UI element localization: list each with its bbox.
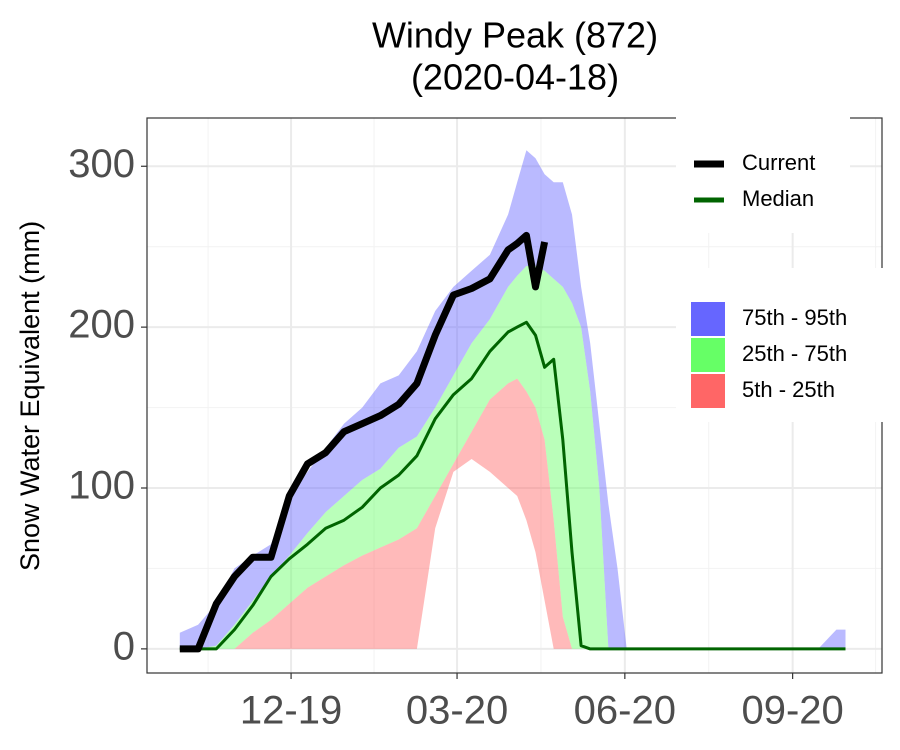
y-tick-label: 100 [68, 464, 135, 508]
series-line [179, 320, 846, 651]
legend-label: 5th - 25th [742, 377, 835, 402]
legend: Current Median 75th - 95th 25th - 75th 5th -… [676, 117, 888, 422]
percentile-band [179, 378, 846, 649]
plot-area [179, 150, 846, 653]
x-tick-label: 03-20 [406, 689, 508, 733]
legend-label: 75th - 95th [742, 305, 847, 330]
percentile-band [179, 266, 846, 649]
y-axis-label: Snow Water Equivalent (mm) [15, 221, 45, 571]
legend-key [691, 338, 725, 372]
legend-label: Current [742, 150, 815, 175]
legend-label: 25th - 75th [742, 341, 847, 366]
series-line [179, 231, 549, 653]
chart-title: Windy Peak (872) [372, 15, 658, 56]
legend-box [676, 117, 850, 233]
x-tick-label: 06-20 [574, 689, 676, 733]
x-tick-label: 12-19 [240, 689, 342, 733]
y-tick-label: 300 [68, 142, 135, 186]
legend-label: Median [742, 186, 814, 211]
axes: 0 100 200 300 12-19 03-20 06-20 09-20 [68, 142, 844, 733]
y-tick-label: 0 [113, 624, 135, 668]
y-tick-label: 200 [68, 303, 135, 347]
chart-subtitle: (2020-04-18) [411, 57, 619, 98]
legend-key [691, 374, 725, 408]
x-tick-label: 09-20 [741, 689, 843, 733]
legend-key [691, 302, 725, 336]
